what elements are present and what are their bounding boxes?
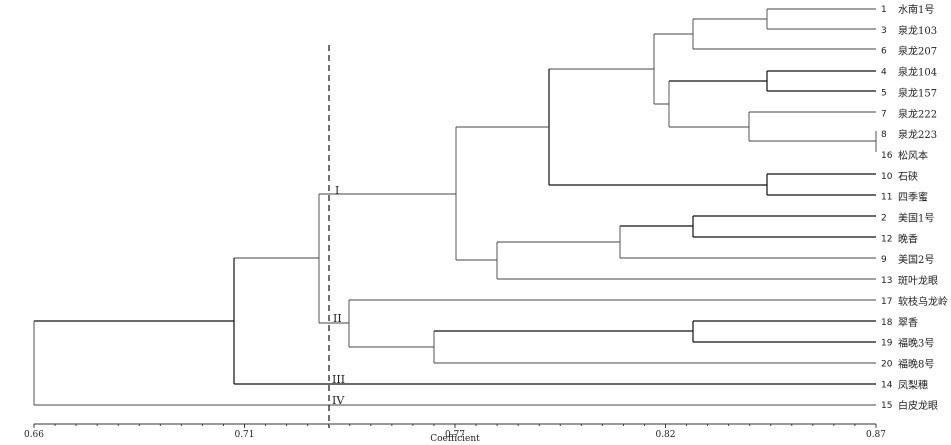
leaf-label: 软枝乌龙岭 xyxy=(898,295,948,308)
leaf-number: 16 xyxy=(881,151,893,161)
leaf-number: 18 xyxy=(881,318,893,328)
leaf-number: 1 xyxy=(881,5,887,15)
leaf-number: 19 xyxy=(881,339,893,349)
leaf-number: 12 xyxy=(881,234,892,244)
group-label-iii: III xyxy=(332,373,345,386)
leaf-number: 3 xyxy=(881,26,887,36)
leaf-label: 石硖 xyxy=(898,170,918,183)
leaf-label: 晚香 xyxy=(898,233,918,245)
leaf-number: 20 xyxy=(881,359,893,369)
leaf-number: 11 xyxy=(881,193,892,203)
axis-tick-label: 0.87 xyxy=(866,430,886,440)
axis-title: Coefficient xyxy=(430,434,480,444)
leaf-number: 4 xyxy=(881,68,887,78)
leaf-number: 13 xyxy=(881,276,892,286)
leaf-number: 14 xyxy=(881,380,893,390)
tree-branches xyxy=(33,8,877,428)
axis-tick-label: 0.66 xyxy=(24,430,44,440)
leaf-label: 翠香 xyxy=(898,317,918,329)
group-label-iv: IV xyxy=(332,394,345,407)
leaf-number: 9 xyxy=(881,255,887,265)
leaf-label: 美国1号 xyxy=(898,212,934,225)
leaf-label: 泉龙207 xyxy=(898,45,937,58)
leaf-label: 泉龙104 xyxy=(898,66,937,79)
group-label-i: I xyxy=(335,184,339,197)
leaf-label: 福晚3号 xyxy=(898,337,934,350)
leaf-number: 5 xyxy=(881,88,887,98)
leaf-label: 水南1号 xyxy=(898,3,934,16)
leaf-label: 泉龙223 xyxy=(898,128,937,141)
leaf-label: 泉龙103 xyxy=(898,24,937,37)
leaf-label: 四季蜜 xyxy=(898,191,928,204)
leaf-number: 7 xyxy=(881,109,887,119)
axis-tick-label: 0.82 xyxy=(655,430,675,440)
leaf-number: 2 xyxy=(881,214,887,224)
leaf-label: 泉龙222 xyxy=(898,107,937,120)
leaf-label: 泉龙157 xyxy=(898,86,937,99)
leaf-label: 福晚8号 xyxy=(898,357,934,370)
x-axis: 0.66 0.71 0.77 0.82 0.87 Coefficient xyxy=(24,423,886,444)
group-label-ii: II xyxy=(333,312,342,325)
leaf-number: 8 xyxy=(881,130,887,140)
leaf-number: 6 xyxy=(881,47,887,57)
axis-tick-label: 0.71 xyxy=(234,430,254,440)
axis-tick-label: 0.77 xyxy=(445,430,465,440)
leaf-label: 松风本 xyxy=(898,149,928,162)
leaf-number: 15 xyxy=(881,401,892,411)
leaf-label: 美国2号 xyxy=(898,253,934,266)
leaf-label: 凤梨穗 xyxy=(898,378,928,391)
leaf-label: 白皮龙眼 xyxy=(898,399,938,412)
leaf-number: 17 xyxy=(881,297,892,307)
leaf-number: 10 xyxy=(881,172,893,182)
leaf-label: 斑叶龙眼 xyxy=(898,274,938,287)
